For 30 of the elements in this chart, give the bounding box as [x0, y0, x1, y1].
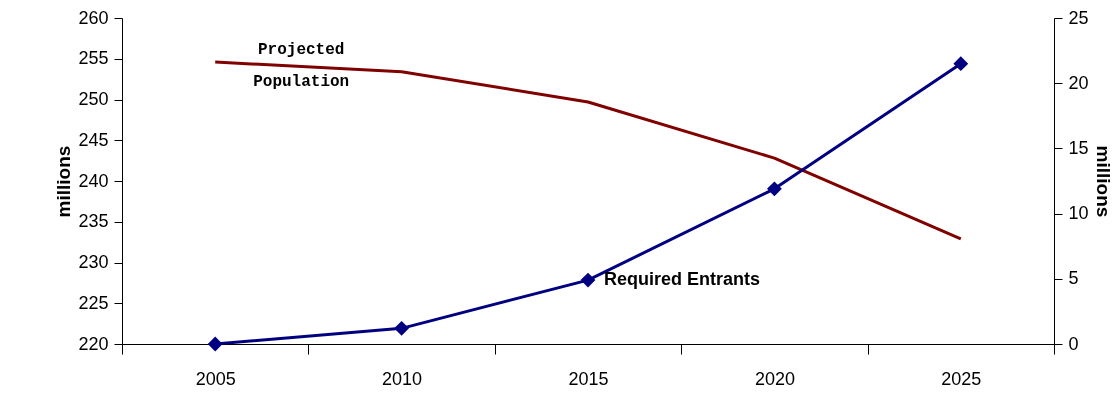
point	[953, 56, 969, 72]
y-tick-label: 250	[78, 89, 109, 109]
point	[580, 272, 596, 288]
line-series	[213, 60, 963, 241]
y-tick-label: 225	[78, 292, 109, 313]
y2-tick-label: 10	[1068, 203, 1089, 224]
y2-tick-label: 5	[1068, 268, 1079, 289]
point	[394, 320, 410, 336]
point	[766, 181, 782, 197]
point	[207, 336, 223, 352]
y2-tick-label: 20	[1068, 72, 1089, 93]
y2-axis-title: millions	[1092, 145, 1114, 218]
y2-tick-label: 25	[1068, 7, 1089, 28]
y2-tick-label: 0	[1068, 333, 1079, 354]
x-tick-label: 2020	[754, 368, 795, 389]
y-tick-label: 220	[78, 333, 109, 354]
y-tick-label: 260	[78, 7, 109, 28]
x-tick-label: 2005	[195, 368, 236, 389]
y-tick-label: 235	[78, 211, 109, 232]
y-tick-label: 245	[78, 129, 109, 150]
y-axis-title: millions	[53, 145, 75, 218]
series-label: Projected Population	[253, 41, 350, 92]
y2-tick-label: 15	[1068, 137, 1089, 158]
x-tick-label: 2025	[941, 368, 982, 389]
y-tick-label: 255	[78, 48, 109, 69]
x-tick-label: 2010	[382, 368, 423, 389]
series-label: Required Entrants	[604, 269, 761, 290]
y-tick-label: 240	[78, 170, 109, 191]
x-tick-label: 2015	[568, 368, 609, 389]
y-tick-label: 230	[78, 252, 109, 272]
